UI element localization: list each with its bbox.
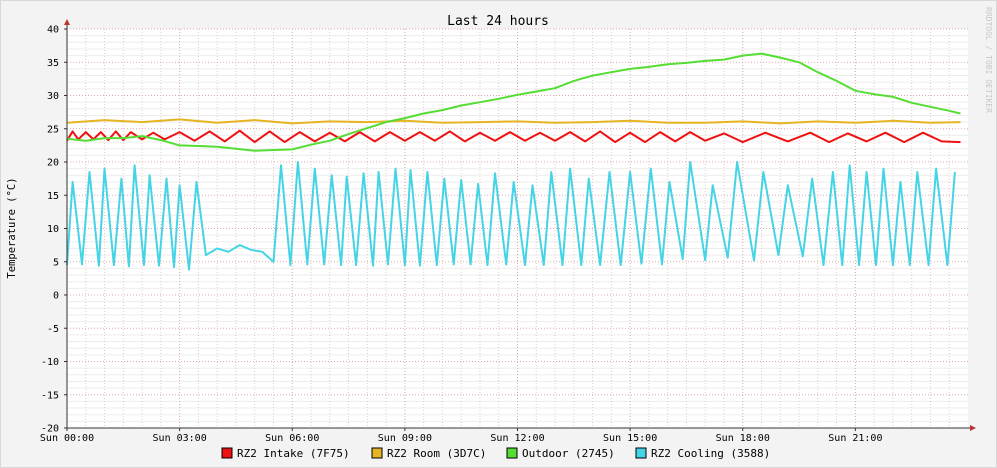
legend: RZ2 Intake (7F75) RZ2 Room (3D7C) Outdoor … — [221, 447, 770, 460]
legend-label: RZ2 Cooling (3588) — [651, 447, 770, 460]
legend-swatch — [506, 447, 518, 459]
legend-label: Outdoor (2745) — [522, 447, 615, 460]
x-axis-arrow — [970, 425, 976, 431]
y-tick-label: 25 — [47, 124, 59, 135]
legend-item: RZ2 Room (3D7C) — [371, 447, 486, 460]
series-layer — [66, 52, 961, 271]
chart-title: Last 24 hours — [447, 14, 549, 29]
series-line-2 — [66, 52, 961, 152]
grid — [66, 28, 968, 429]
x-tick-label: Sun 18:00 — [716, 433, 770, 444]
y-tick-label: -20 — [41, 424, 59, 435]
x-tick-label: Sun 03:00 — [153, 433, 207, 444]
watermark: RRDTOOL / TOBI OETIKER — [984, 7, 993, 113]
legend-swatch — [635, 447, 647, 459]
y-axis-label: Temperature (°C) — [6, 177, 18, 278]
legend-label: RZ2 Intake (7F75) — [237, 447, 350, 460]
y-tick-label: -10 — [41, 357, 59, 368]
y-tick-label: 15 — [47, 191, 59, 202]
legend-item: RZ2 Intake (7F75) — [221, 447, 350, 460]
legend-label: RZ2 Room (3D7C) — [387, 447, 486, 460]
y-tick-label: 5 — [53, 257, 59, 268]
series-line-1 — [66, 118, 961, 125]
y-tick-label: 35 — [47, 58, 59, 69]
y-tick-label: 10 — [47, 224, 59, 235]
y-tick-label: 30 — [47, 91, 59, 102]
y-tick-label: -5 — [47, 324, 59, 335]
y-tick-label: 0 — [53, 291, 59, 302]
legend-swatch — [371, 447, 383, 459]
series-line-3 — [66, 161, 956, 271]
legend-item: RZ2 Cooling (3588) — [635, 447, 770, 460]
y-axis-arrow — [64, 19, 70, 25]
x-tick-label: Sun 00:00 — [40, 433, 94, 444]
legend-swatch — [221, 447, 233, 459]
y-tick-label: 40 — [47, 25, 59, 36]
x-tick-label: Sun 15:00 — [603, 433, 657, 444]
series-line-0 — [66, 129, 961, 144]
y-tick-label: -15 — [41, 390, 59, 401]
legend-item: Outdoor (2745) — [506, 447, 615, 460]
x-tick-label: Sun 21:00 — [828, 433, 882, 444]
x-tick-label: Sun 12:00 — [490, 433, 544, 444]
axes — [64, 19, 976, 431]
x-tick-label: Sun 06:00 — [265, 433, 319, 444]
x-tick-label: Sun 09:00 — [378, 433, 432, 444]
y-tick-label: 20 — [47, 158, 59, 169]
